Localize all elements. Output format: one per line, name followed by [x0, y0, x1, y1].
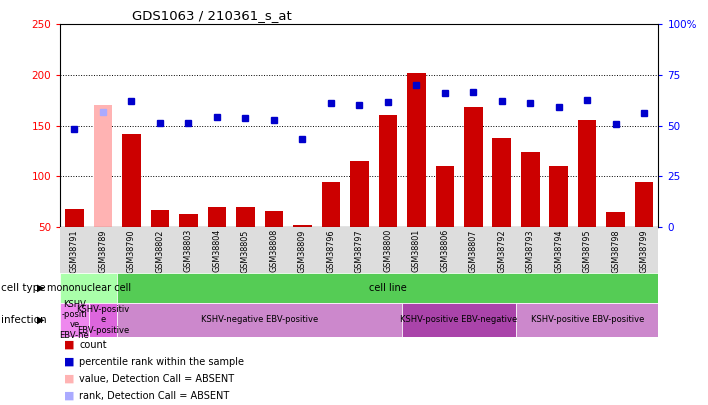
Text: GSM38807: GSM38807 [469, 229, 478, 273]
Text: GSM38796: GSM38796 [326, 229, 336, 273]
Text: KSHV-negative EBV-positive: KSHV-negative EBV-positive [201, 315, 318, 324]
Text: cell line: cell line [369, 283, 406, 293]
Text: cell type: cell type [1, 283, 46, 293]
Text: mononuclear cell: mononuclear cell [47, 283, 131, 293]
Bar [635, 182, 653, 227]
Bar [93, 105, 112, 227]
Text: KSHV
-positi
ve
EBV-ne: KSHV -positi ve EBV-ne [59, 300, 89, 340]
Text: ■: ■ [64, 357, 74, 367]
Bar [607, 211, 625, 227]
Bar [207, 207, 226, 227]
Bar [151, 210, 169, 227]
Bar [379, 115, 397, 227]
Text: ■: ■ [64, 374, 74, 384]
Bar [321, 182, 340, 227]
Bar [549, 166, 568, 227]
Bar [117, 303, 402, 337]
Text: GSM38795: GSM38795 [583, 229, 592, 273]
Text: GSM38803: GSM38803 [184, 229, 193, 273]
Text: rank, Detection Call = ABSENT: rank, Detection Call = ABSENT [79, 391, 229, 401]
Text: GSM38808: GSM38808 [269, 229, 278, 273]
Text: GSM38793: GSM38793 [526, 229, 535, 273]
Text: ▶: ▶ [38, 283, 45, 293]
Bar [407, 73, 426, 227]
Text: count: count [79, 340, 107, 350]
Text: GSM38801: GSM38801 [412, 229, 421, 273]
Bar [516, 303, 658, 337]
Bar [265, 211, 283, 227]
Bar [435, 166, 454, 227]
Bar [402, 303, 516, 337]
Text: ■: ■ [64, 340, 74, 350]
Text: infection: infection [1, 315, 47, 325]
Text: GSM38792: GSM38792 [497, 229, 506, 273]
Text: ■: ■ [64, 391, 74, 401]
Text: GSM38789: GSM38789 [98, 229, 108, 273]
Text: GSM38791: GSM38791 [70, 229, 79, 273]
Text: GSM38798: GSM38798 [611, 229, 620, 273]
Text: GSM38804: GSM38804 [212, 229, 222, 273]
Text: GDS1063 / 210361_s_at: GDS1063 / 210361_s_at [132, 9, 292, 22]
Bar [88, 303, 117, 337]
Bar [122, 134, 141, 227]
Bar [493, 138, 511, 227]
Bar [293, 225, 312, 227]
Text: GSM38806: GSM38806 [440, 229, 450, 273]
Bar [236, 207, 255, 227]
Bar [179, 214, 198, 227]
Text: GSM38800: GSM38800 [383, 229, 392, 273]
Text: GSM38797: GSM38797 [355, 229, 364, 273]
Bar [578, 121, 596, 227]
Text: GSM38809: GSM38809 [298, 229, 307, 273]
Text: ▶: ▶ [38, 315, 45, 325]
Bar [60, 303, 88, 337]
Bar [464, 107, 483, 227]
Text: GSM38802: GSM38802 [155, 229, 164, 273]
Bar [60, 273, 117, 303]
Text: KSHV-positive EBV-negative: KSHV-positive EBV-negative [401, 315, 518, 324]
Text: value, Detection Call = ABSENT: value, Detection Call = ABSENT [79, 374, 234, 384]
Text: KSHV-positive EBV-positive: KSHV-positive EBV-positive [530, 315, 644, 324]
Text: KSHV-positiv
e
EBV-positive: KSHV-positiv e EBV-positive [76, 305, 130, 335]
Bar [350, 161, 369, 227]
Bar [521, 152, 539, 227]
Text: GSM38794: GSM38794 [554, 229, 564, 273]
Bar [65, 209, 84, 227]
Text: GSM38805: GSM38805 [241, 229, 250, 273]
Text: GSM38799: GSM38799 [640, 229, 649, 273]
Text: percentile rank within the sample: percentile rank within the sample [79, 357, 244, 367]
Text: GSM38790: GSM38790 [127, 229, 136, 273]
